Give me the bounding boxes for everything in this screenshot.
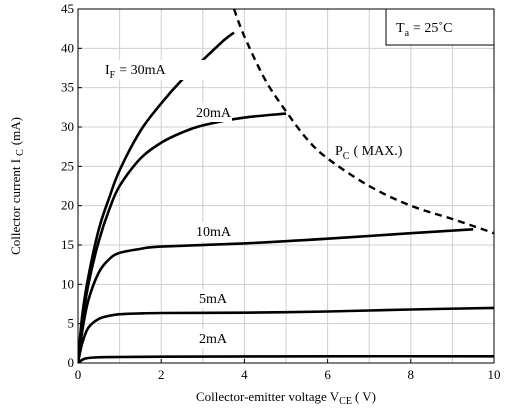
series-label-prefix: P [335, 144, 343, 159]
series-label-sub: C [343, 151, 350, 162]
condition-prefix: T [396, 21, 405, 36]
curves [78, 9, 494, 363]
series-label-bg [192, 103, 232, 122]
series-labels: IF = 30mA 20mA 10mA 5mA 2mA PC( MAX.) [101, 60, 403, 348]
series-label: 5mA [199, 292, 228, 307]
y-tick-label: 20 [61, 198, 74, 213]
series-label: 20mA [196, 106, 232, 121]
series-label-bg [101, 60, 229, 80]
series-label-bg [192, 222, 232, 241]
y-tick-label: 15 [61, 237, 74, 252]
series-line-10ma [78, 228, 474, 363]
y-axis-label-unit: (mA) [8, 117, 23, 145]
y-tick-label: 40 [61, 40, 74, 55]
condition-box-frame [385, 8, 495, 46]
x-tick-label: 0 [75, 367, 82, 382]
series-label-rest: = 30mA [119, 63, 166, 78]
condition-rest: = 25˚C [413, 21, 452, 36]
y-tick-label: 10 [61, 276, 74, 291]
series-line-20ma [78, 112, 287, 363]
ticks: 0 2 4 6 8 10 0 5 10 15 20 25 30 35 40 45 [61, 1, 501, 382]
x-tick-label: 6 [324, 367, 331, 382]
series-label-bg [195, 329, 227, 348]
series-label: 10mA [196, 225, 232, 240]
condition-box: Ta = 25˚C [385, 8, 495, 46]
y-tick-label: 25 [61, 158, 74, 173]
series-line-pcmax [232, 9, 494, 235]
grid [78, 9, 494, 363]
series-line-2ma [78, 354, 494, 363]
y-tick-label: 45 [61, 1, 74, 16]
x-axis-label: Collector-emitter voltage VCE( V) [196, 389, 376, 407]
series-line-5ma [78, 306, 494, 363]
x-tick-label: 10 [488, 367, 501, 382]
y-tick-label: 0 [68, 355, 75, 370]
y-axis-label: Collector current IC(mA) [8, 117, 26, 255]
x-tick-label: 4 [241, 367, 248, 382]
series-label: PC( MAX.) [335, 144, 403, 162]
y-tick-label: 30 [61, 119, 74, 134]
x-tick-label: 2 [158, 367, 165, 382]
condition-sub: a [405, 28, 410, 39]
series-label-sub: F [110, 70, 116, 81]
plot-frame [77, 8, 495, 364]
y-tick-label: 5 [68, 316, 75, 331]
series-label: IF = 30mA [105, 63, 167, 81]
series-label-rest: ( MAX.) [353, 144, 402, 159]
series-label: 2mA [199, 332, 228, 347]
series-label-bg [195, 289, 227, 308]
y-tick-label: 35 [61, 80, 74, 95]
series-label-prefix: I [105, 63, 110, 78]
x-tick-label: 8 [408, 367, 415, 382]
series-line-30ma [78, 31, 235, 363]
condition-text: Ta = 25˚C [396, 21, 452, 39]
x-axis-label-sub: CE [339, 396, 352, 407]
x-axis-label-unit: ( V) [355, 389, 376, 404]
y-axis-label-sub: C [15, 149, 26, 156]
